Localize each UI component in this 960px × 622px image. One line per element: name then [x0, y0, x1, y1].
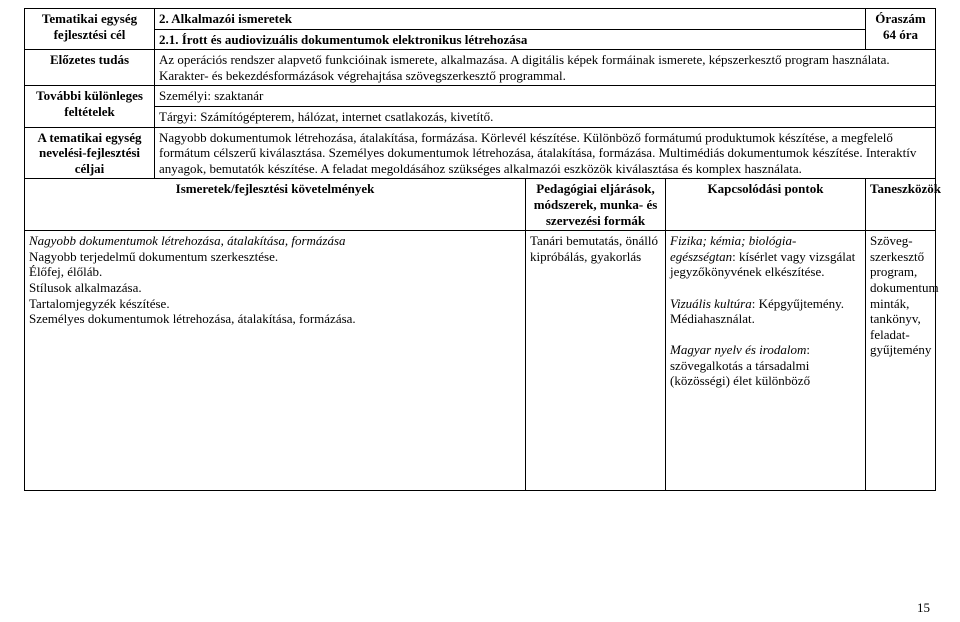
cell-tovabbi-label: További különleges feltételek	[25, 86, 155, 127]
page-number: 15	[917, 600, 930, 616]
cell-celjai-text: Nagyobb dokumentumok létrehozása, átalak…	[155, 127, 936, 179]
title-main: 2. Alkalmazói ismeretek	[159, 11, 292, 26]
cell-elozetes-text: Az operációs rendszer alapvető funkcióin…	[155, 50, 936, 86]
cell-sub-taneszkozok: Taneszközök	[866, 179, 936, 231]
ora-label: Óraszám	[875, 11, 926, 26]
label-line2: fejlesztési cél	[54, 27, 126, 42]
cell-tovabbi-line1: Személyi: szaktanár	[155, 86, 936, 107]
curriculum-table: Tematikai egység fejlesztési cél 2. Alka…	[24, 8, 936, 491]
body-taneszkozok: Szöveg- szerkesztő program, dokumentum m…	[870, 233, 939, 357]
tovabbi-line1: Személyi: szaktanár	[159, 88, 263, 103]
body-ismeretek-lines: Nagyobb terjedelmű dokumentum szerkeszté…	[29, 249, 356, 326]
cell-sub-pedagogiai: Pedagógiai eljárások, módszerek, munka- …	[526, 179, 666, 231]
kap-block3-label: Magyar nyelv és irodalom	[670, 342, 806, 357]
sub-pedagogiai: Pedagógiai eljárások, módszerek, munka- …	[534, 181, 658, 227]
cell-tematikai-label: Tematikai egység fejlesztési cél	[25, 9, 155, 50]
cell-sub-kapcsolodasi: Kapcsolódási pontok	[666, 179, 866, 231]
elozetes-label: Előzetes tudás	[50, 52, 129, 67]
cell-title-sub: 2.1. Írott és audiovizuális dokumentumok…	[155, 29, 866, 50]
sub-ismeretek: Ismeretek/fejlesztési követelmények	[176, 181, 375, 196]
cell-elozetes-label: Előzetes tudás	[25, 50, 155, 86]
celjai-text: Nagyobb dokumentumok létrehozása, átalak…	[159, 130, 916, 176]
tovabbi-label: További különleges feltételek	[36, 88, 143, 119]
cell-body-ismeretek: Nagyobb dokumentumok létrehozása, átalak…	[25, 231, 526, 491]
label-line1: Tematikai egység	[42, 11, 137, 26]
kap-block2-label: Vizuális kultúra	[670, 296, 752, 311]
sub-taneszkozok: Taneszközök	[870, 181, 941, 196]
cell-oraszam: Óraszám 64 óra	[866, 9, 936, 50]
body-pedagogiai: Tanári bemutatás, önálló kipróbálás, gya…	[530, 233, 658, 264]
elozetes-text: Az operációs rendszer alapvető funkcióin…	[159, 52, 890, 83]
cell-body-kapcsolodasi: Fizika; kémia; biológia-egészségtan: kís…	[666, 231, 866, 491]
body-ismeretek-heading: Nagyobb dokumentumok létrehozása, átalak…	[29, 233, 346, 248]
title-sub: 2.1. Írott és audiovizuális dokumentumok…	[159, 32, 527, 47]
cell-body-pedagogiai: Tanári bemutatás, önálló kipróbálás, gya…	[526, 231, 666, 491]
cell-body-taneszkozok: Szöveg- szerkesztő program, dokumentum m…	[866, 231, 936, 491]
cell-celjai-label: A tematikai egység nevelési-fejlesztési …	[25, 127, 155, 179]
page: Tematikai egység fejlesztési cél 2. Alka…	[0, 0, 960, 622]
cell-tovabbi-line2: Tárgyi: Számítógépterem, hálózat, intern…	[155, 106, 936, 127]
cell-title-main: 2. Alkalmazói ismeretek	[155, 9, 866, 30]
sub-kapcsolodasi: Kapcsolódási pontok	[708, 181, 824, 196]
cell-sub-ismeretek: Ismeretek/fejlesztési követelmények	[25, 179, 526, 231]
ora-value: 64 óra	[883, 27, 918, 42]
celjai-label: A tematikai egység nevelési-fejlesztési …	[38, 130, 142, 176]
tovabbi-line2: Tárgyi: Számítógépterem, hálózat, intern…	[159, 109, 493, 124]
